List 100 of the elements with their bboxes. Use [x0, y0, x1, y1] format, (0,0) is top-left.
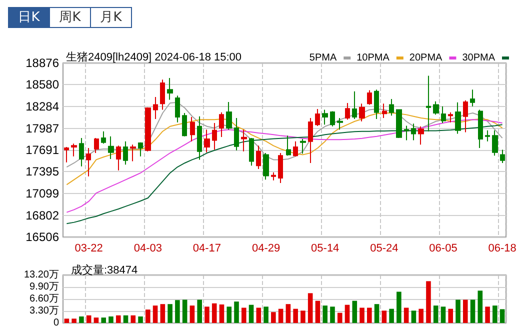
bar — [168, 304, 172, 323]
x-tick-label: 04-03 — [134, 242, 162, 254]
y-tick-label: 16802 — [26, 208, 60, 222]
bar — [234, 302, 239, 323]
bar — [248, 304, 254, 323]
candlestick — [204, 129, 210, 153]
bar — [492, 306, 498, 323]
bar — [300, 310, 306, 323]
bar — [72, 318, 76, 323]
candlestick — [212, 122, 217, 150]
bar — [440, 306, 446, 323]
y-tick-label: 18284 — [26, 99, 60, 114]
y-tick-label: 0 — [53, 318, 60, 328]
bar — [175, 300, 180, 323]
bar — [337, 312, 342, 323]
bar — [404, 308, 409, 323]
candlestick — [352, 90, 357, 120]
line-series — [66, 112, 503, 186]
bar — [426, 281, 431, 323]
y-tick-label: 17691 — [26, 143, 60, 157]
bar — [264, 306, 268, 323]
bar — [64, 318, 70, 323]
bar — [146, 310, 150, 323]
candlestick — [455, 102, 461, 134]
candlestick — [426, 75, 431, 132]
bar — [485, 306, 490, 323]
candlestick — [396, 109, 402, 139]
bar — [79, 316, 84, 323]
candlestick — [153, 96, 158, 120]
bar — [182, 300, 188, 323]
candlestick — [234, 117, 239, 151]
bar — [374, 304, 380, 323]
candlestick — [411, 123, 416, 141]
candlestick — [71, 143, 77, 157]
text: 周K — [49, 8, 90, 27]
candlestick — [138, 142, 143, 157]
bar — [411, 310, 416, 323]
bar — [101, 318, 106, 323]
candlestick — [315, 108, 320, 126]
candlestick — [492, 130, 498, 156]
candlestick — [300, 138, 306, 154]
candlestick — [367, 90, 372, 106]
bar — [219, 304, 224, 323]
candlestick — [485, 130, 490, 142]
bar — [396, 292, 402, 323]
candlestick — [79, 138, 84, 167]
candlestick — [337, 117, 343, 130]
candlestick — [448, 112, 453, 123]
bar — [138, 316, 143, 323]
candlestick — [293, 140, 298, 157]
candlestick — [374, 89, 379, 120]
x-tick-label: 06-05 — [429, 242, 458, 254]
candlestick — [145, 106, 151, 152]
bar — [108, 316, 114, 323]
y-tick-label: 17395 — [26, 164, 60, 179]
chart-title: 成交量:38474 — [71, 264, 138, 276]
y-tick-label: 18876 — [26, 56, 60, 70]
bar — [456, 300, 460, 323]
candlestick — [478, 109, 483, 149]
x-tick-label: 04-29 — [252, 242, 280, 254]
x-tick-label: 03-22 — [74, 242, 103, 254]
bar — [271, 312, 276, 323]
bar — [308, 293, 313, 323]
bar — [344, 304, 350, 323]
bar — [418, 308, 424, 323]
bar — [470, 300, 476, 323]
candlestick — [130, 144, 136, 162]
bar — [322, 306, 328, 323]
candlestick — [219, 112, 224, 138]
y-tick-label: 18580 — [26, 78, 60, 92]
x-tick-label: 04-17 — [192, 242, 222, 254]
bar — [123, 315, 128, 323]
candlestick — [64, 146, 69, 163]
y-tick-label: 6.60万 — [30, 294, 59, 304]
candlestick — [108, 136, 114, 160]
bar — [190, 306, 195, 323]
bar — [500, 309, 505, 323]
candlestick — [123, 140, 128, 166]
bar — [226, 306, 232, 323]
bar — [256, 308, 262, 323]
x-tick-label: 05-24 — [370, 242, 398, 254]
candlestick — [500, 149, 505, 164]
bar — [94, 318, 99, 323]
candlestick — [441, 106, 446, 124]
line-series — [66, 124, 503, 224]
candlestick — [226, 101, 232, 130]
candlestick — [241, 129, 247, 152]
bar — [315, 300, 320, 323]
x-tick-label: 05-14 — [311, 242, 340, 254]
y-tick-label: 13.20万 — [24, 270, 59, 280]
candlestick — [94, 138, 99, 154]
bar — [293, 308, 298, 323]
candlestick — [359, 103, 365, 122]
candlestick — [418, 126, 424, 146]
legend-label: 20PMA — [409, 52, 443, 64]
text: 日K — [9, 8, 49, 27]
candlestick — [160, 79, 165, 110]
bar — [382, 310, 387, 323]
candlestick — [322, 109, 328, 126]
bar — [433, 306, 438, 323]
